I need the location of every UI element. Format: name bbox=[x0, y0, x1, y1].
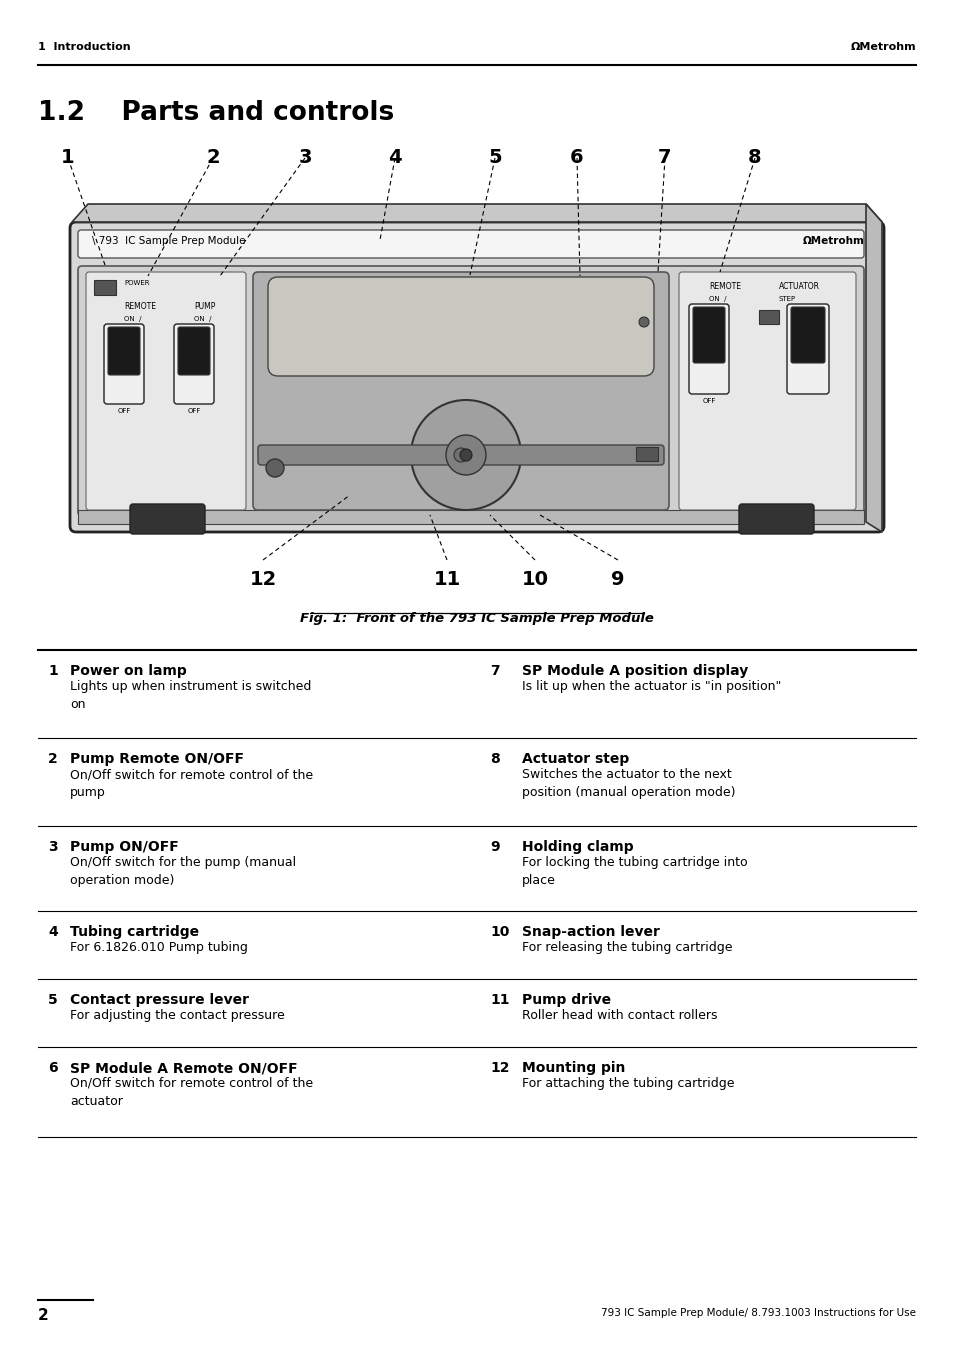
Text: 7: 7 bbox=[490, 663, 499, 678]
Circle shape bbox=[454, 449, 468, 462]
Text: 11: 11 bbox=[490, 993, 509, 1006]
Text: 1.2    Parts and controls: 1.2 Parts and controls bbox=[38, 100, 394, 126]
Text: ΩMetrohm: ΩMetrohm bbox=[802, 236, 864, 246]
Text: Switches the actuator to the next
position (manual operation mode): Switches the actuator to the next positi… bbox=[521, 767, 735, 798]
Polygon shape bbox=[865, 204, 882, 532]
Text: Mounting pin: Mounting pin bbox=[521, 1061, 625, 1075]
Text: \ 793  IC Sample Prep Module: \ 793 IC Sample Prep Module bbox=[91, 236, 245, 246]
Text: 2: 2 bbox=[48, 753, 58, 766]
FancyBboxPatch shape bbox=[679, 272, 855, 509]
FancyBboxPatch shape bbox=[70, 222, 883, 532]
Text: Power on lamp: Power on lamp bbox=[70, 663, 187, 678]
Text: 5: 5 bbox=[488, 149, 501, 168]
FancyBboxPatch shape bbox=[790, 307, 824, 363]
Text: 4: 4 bbox=[48, 925, 58, 939]
Text: Contact pressure lever: Contact pressure lever bbox=[70, 993, 249, 1006]
FancyBboxPatch shape bbox=[786, 304, 828, 394]
Text: 6: 6 bbox=[48, 1061, 57, 1075]
Text: Holding clamp: Holding clamp bbox=[521, 840, 633, 854]
Text: 9: 9 bbox=[611, 570, 624, 589]
Text: For adjusting the contact pressure: For adjusting the contact pressure bbox=[70, 1009, 284, 1021]
Text: 7: 7 bbox=[658, 149, 671, 168]
Text: 2: 2 bbox=[206, 149, 219, 168]
Polygon shape bbox=[71, 204, 882, 222]
FancyBboxPatch shape bbox=[108, 327, 140, 376]
Text: For attaching the tubing cartridge: For attaching the tubing cartridge bbox=[521, 1077, 734, 1090]
Text: Snap-action lever: Snap-action lever bbox=[521, 925, 659, 939]
Text: 12: 12 bbox=[249, 570, 276, 589]
Text: 793 IC Sample Prep Module/ 8.793.1003 Instructions for Use: 793 IC Sample Prep Module/ 8.793.1003 In… bbox=[600, 1308, 915, 1319]
Text: Lights up when instrument is switched
on: Lights up when instrument is switched on bbox=[70, 680, 311, 711]
Text: 3: 3 bbox=[298, 149, 312, 168]
Bar bbox=[636, 447, 658, 461]
Text: Pump Remote ON/OFF: Pump Remote ON/OFF bbox=[70, 753, 244, 766]
Circle shape bbox=[639, 317, 648, 327]
FancyBboxPatch shape bbox=[253, 272, 668, 509]
Text: OFF: OFF bbox=[701, 399, 715, 404]
Bar bbox=[78, 509, 863, 524]
Text: On/Off switch for remote control of the
pump: On/Off switch for remote control of the … bbox=[70, 767, 313, 798]
FancyBboxPatch shape bbox=[78, 230, 863, 258]
Text: Tubing cartridge: Tubing cartridge bbox=[70, 925, 199, 939]
Text: 11: 11 bbox=[433, 570, 460, 589]
Text: 2: 2 bbox=[38, 1308, 49, 1323]
Text: ON  /: ON / bbox=[124, 316, 141, 322]
FancyBboxPatch shape bbox=[688, 304, 728, 394]
Circle shape bbox=[411, 400, 520, 509]
Text: 8: 8 bbox=[747, 149, 761, 168]
Text: SP Module A position display: SP Module A position display bbox=[521, 663, 747, 678]
Circle shape bbox=[266, 459, 284, 477]
Text: POWER: POWER bbox=[124, 280, 150, 286]
Text: SP Module A Remote ON/OFF: SP Module A Remote ON/OFF bbox=[70, 1061, 297, 1075]
FancyBboxPatch shape bbox=[739, 504, 813, 534]
Text: 12: 12 bbox=[490, 1061, 509, 1075]
Text: 3: 3 bbox=[48, 840, 57, 854]
Text: Roller head with contact rollers: Roller head with contact rollers bbox=[521, 1009, 717, 1021]
Text: Pump drive: Pump drive bbox=[521, 993, 611, 1006]
Text: REMOTE: REMOTE bbox=[708, 282, 740, 290]
FancyBboxPatch shape bbox=[86, 272, 246, 509]
Text: 5: 5 bbox=[48, 993, 58, 1006]
FancyBboxPatch shape bbox=[104, 324, 144, 404]
FancyBboxPatch shape bbox=[268, 277, 654, 376]
Text: ΩMetrohm: ΩMetrohm bbox=[849, 42, 915, 51]
Bar bbox=[94, 280, 116, 295]
Text: Actuator step: Actuator step bbox=[521, 753, 629, 766]
Text: For locking the tubing cartridge into
place: For locking the tubing cartridge into pl… bbox=[521, 857, 747, 888]
Text: For 6.1826.010 Pump tubing: For 6.1826.010 Pump tubing bbox=[70, 942, 248, 954]
FancyBboxPatch shape bbox=[78, 266, 863, 516]
FancyBboxPatch shape bbox=[173, 324, 213, 404]
Bar bbox=[759, 309, 779, 324]
Text: 1: 1 bbox=[48, 663, 58, 678]
Text: On/Off switch for the pump (manual
operation mode): On/Off switch for the pump (manual opera… bbox=[70, 857, 295, 888]
Text: Is lit up when the actuator is "in position": Is lit up when the actuator is "in posit… bbox=[521, 680, 781, 693]
Text: PUMP: PUMP bbox=[193, 303, 215, 311]
Text: 9: 9 bbox=[490, 840, 499, 854]
Text: OFF: OFF bbox=[187, 408, 200, 413]
Text: Pump ON/OFF: Pump ON/OFF bbox=[70, 840, 178, 854]
FancyBboxPatch shape bbox=[257, 444, 663, 465]
Text: 10: 10 bbox=[490, 925, 509, 939]
Text: ACTUATOR: ACTUATOR bbox=[778, 282, 819, 290]
Text: 4: 4 bbox=[388, 149, 401, 168]
Text: On/Off switch for remote control of the
actuator: On/Off switch for remote control of the … bbox=[70, 1077, 313, 1108]
Text: 1  Introduction: 1 Introduction bbox=[38, 42, 131, 51]
Circle shape bbox=[459, 449, 472, 461]
Text: 10: 10 bbox=[521, 570, 548, 589]
Circle shape bbox=[446, 435, 485, 476]
FancyBboxPatch shape bbox=[692, 307, 724, 363]
Text: ON  /: ON / bbox=[193, 316, 212, 322]
Text: Fig. 1:  Front of the 793 IC Sample Prep Module: Fig. 1: Front of the 793 IC Sample Prep … bbox=[300, 612, 653, 626]
Text: STEP: STEP bbox=[779, 296, 796, 303]
Text: For releasing the tubing cartridge: For releasing the tubing cartridge bbox=[521, 942, 732, 954]
Text: ON  /: ON / bbox=[708, 296, 726, 303]
Text: 8: 8 bbox=[490, 753, 499, 766]
FancyBboxPatch shape bbox=[178, 327, 210, 376]
Text: 6: 6 bbox=[570, 149, 583, 168]
Text: OFF: OFF bbox=[117, 408, 131, 413]
FancyBboxPatch shape bbox=[130, 504, 205, 534]
Text: REMOTE: REMOTE bbox=[124, 303, 156, 311]
Text: 1: 1 bbox=[61, 149, 74, 168]
